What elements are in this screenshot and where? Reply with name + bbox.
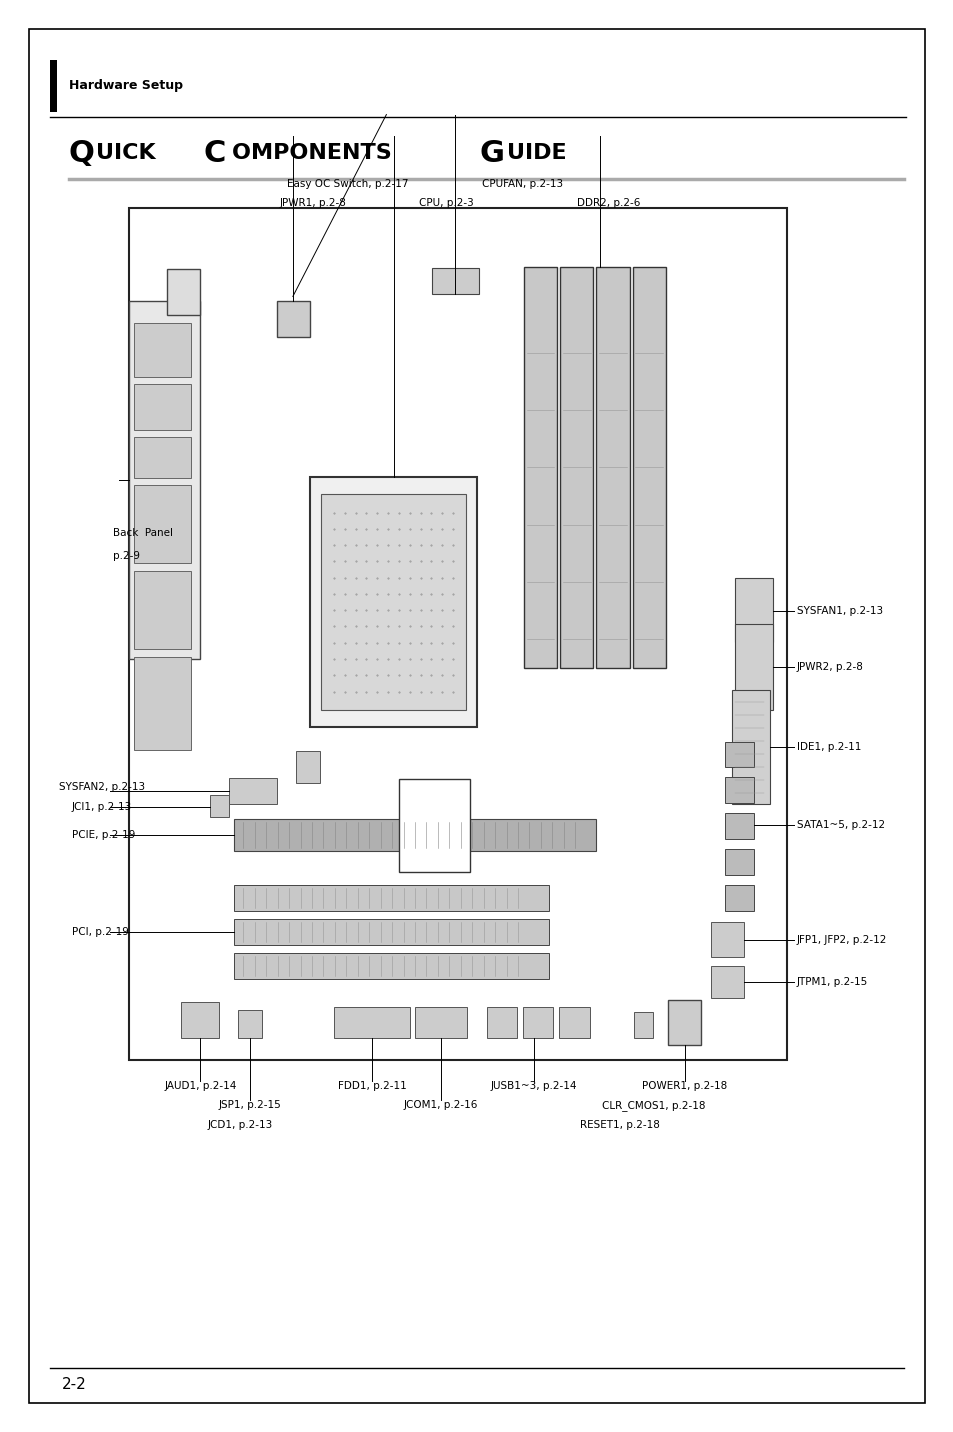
Text: JFP1, JFP2, p.2-12: JFP1, JFP2, p.2-12 [796, 935, 886, 945]
Text: FDD1, p.2-11: FDD1, p.2-11 [337, 1081, 406, 1091]
Bar [731, 690, 769, 805]
Text: CPU, p.2-3: CPU, p.2-3 [418, 198, 474, 208]
Bar [233, 919, 548, 945]
Bar [724, 849, 753, 875]
Text: Easy OC Switch, p.2-17: Easy OC Switch, p.2-17 [287, 179, 409, 189]
Text: JPWR1, p.2-8: JPWR1, p.2-8 [279, 198, 346, 208]
Text: JCI1, p.2-13: JCI1, p.2-13 [71, 802, 132, 812]
Bar [233, 885, 548, 911]
Bar [724, 885, 753, 911]
Bar [710, 967, 743, 998]
Text: UIDE: UIDE [506, 143, 566, 163]
Text: Hardware Setup: Hardware Setup [69, 79, 182, 93]
Bar [398, 779, 470, 872]
Bar [229, 779, 276, 805]
Text: JCOM1, p.2-16: JCOM1, p.2-16 [403, 1100, 477, 1110]
Text: PCIE, p.2-19: PCIE, p.2-19 [71, 831, 134, 841]
Bar [133, 384, 191, 430]
Bar [415, 1007, 467, 1038]
Bar [334, 1007, 410, 1038]
Bar [133, 437, 191, 477]
Bar [210, 795, 229, 816]
Bar [559, 266, 593, 667]
Bar [133, 322, 191, 377]
Bar [233, 952, 548, 978]
Bar [596, 266, 629, 667]
Bar [133, 656, 191, 749]
Text: IDE1, p.2-11: IDE1, p.2-11 [796, 742, 860, 752]
Bar [133, 570, 191, 649]
Bar [632, 266, 665, 667]
Text: p.2-9: p.2-9 [112, 551, 139, 560]
Text: SATA1~5, p.2-12: SATA1~5, p.2-12 [796, 819, 883, 829]
Bar [486, 1007, 517, 1038]
Text: SYSFAN1, p.2-13: SYSFAN1, p.2-13 [796, 606, 882, 616]
Text: G: G [479, 139, 504, 168]
Bar [431, 268, 478, 294]
Text: Q: Q [69, 139, 94, 168]
Text: JCD1, p.2-13: JCD1, p.2-13 [208, 1120, 273, 1130]
Text: Back  Panel: Back Panel [112, 528, 172, 537]
Bar [734, 624, 772, 710]
Bar [710, 922, 743, 958]
Text: JUSB1~3, p.2-14: JUSB1~3, p.2-14 [491, 1081, 577, 1091]
Bar [523, 266, 557, 667]
Bar [634, 1012, 653, 1038]
Text: OMPONENTS: OMPONENTS [232, 143, 399, 163]
Bar [724, 813, 753, 839]
Bar [734, 577, 772, 642]
Bar [129, 208, 786, 1060]
Text: CPUFAN, p.2-13: CPUFAN, p.2-13 [481, 179, 563, 189]
Bar [310, 477, 476, 727]
Bar [167, 269, 200, 315]
Bar [321, 494, 465, 710]
Text: JAUD1, p.2-14: JAUD1, p.2-14 [164, 1081, 236, 1091]
Text: 2-2: 2-2 [62, 1378, 87, 1392]
Bar [724, 778, 753, 803]
Bar [233, 819, 596, 851]
Text: C: C [203, 139, 225, 168]
Bar [522, 1007, 553, 1038]
Text: RESET1, p.2-18: RESET1, p.2-18 [579, 1120, 659, 1130]
Text: JPWR2, p.2-8: JPWR2, p.2-8 [796, 663, 862, 673]
Bar [238, 1010, 262, 1038]
Text: DDR2, p.2-6: DDR2, p.2-6 [577, 198, 639, 208]
Text: POWER1, p.2-18: POWER1, p.2-18 [641, 1081, 727, 1091]
Text: SYSFAN2, p.2-13: SYSFAN2, p.2-13 [59, 782, 145, 792]
Text: UICK: UICK [96, 143, 164, 163]
Bar [181, 1002, 219, 1038]
Bar [295, 752, 319, 783]
Bar [50, 60, 57, 112]
Bar [276, 301, 310, 337]
Text: JSP1, p.2-15: JSP1, p.2-15 [218, 1100, 281, 1110]
Text: PCI, p.2-19: PCI, p.2-19 [71, 927, 129, 937]
Text: JTPM1, p.2-15: JTPM1, p.2-15 [796, 977, 867, 987]
Bar [724, 742, 753, 768]
Text: CLR_CMOS1, p.2-18: CLR_CMOS1, p.2-18 [601, 1100, 704, 1111]
Bar [667, 1000, 700, 1045]
Bar [558, 1007, 589, 1038]
Bar [133, 484, 191, 563]
Bar [129, 301, 200, 659]
